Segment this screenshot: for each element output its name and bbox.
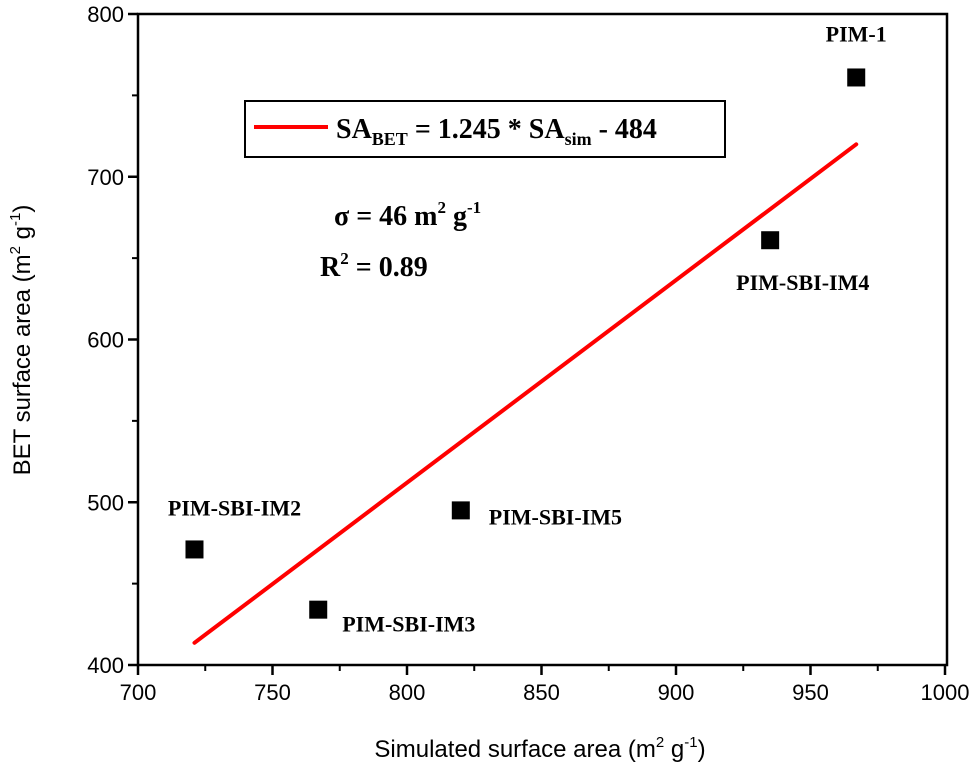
legend-label: SABET = 1.245 * SAsim - 484 [336, 114, 657, 149]
point-label: PIM-SBI-IM4 [736, 270, 869, 295]
x-tick-label: 950 [792, 680, 829, 705]
x-tick-label: 1000 [921, 680, 970, 705]
x-tick-label: 900 [658, 680, 695, 705]
y-axis-label: BET surface area (m2 g-1) [7, 205, 36, 476]
data-point [309, 600, 328, 619]
x-tick-label: 800 [389, 680, 426, 705]
x-tick-label: 750 [254, 680, 291, 705]
point-label: PIM-SBI-IM2 [168, 495, 301, 520]
x-tick-label: 700 [120, 680, 157, 705]
data-point [847, 68, 866, 87]
point-label: PIM-1 [826, 21, 887, 46]
point-label: PIM-SBI-IM3 [342, 612, 475, 637]
y-tick-label: 800 [87, 2, 124, 27]
point-label: PIM-SBI-IM5 [489, 504, 622, 529]
fit-line [192, 142, 859, 645]
legend: SABET = 1.245 * SAsim - 484 [244, 100, 726, 158]
x-axis-label: Simulated surface area (m2 g-1) [374, 734, 705, 763]
data-point [761, 231, 780, 250]
data-point [451, 501, 470, 520]
y-tick-label: 700 [87, 165, 124, 190]
y-tick-label: 400 [87, 653, 124, 678]
plot-frame [136, 12, 949, 667]
data-point [185, 540, 204, 559]
y-tick-label: 500 [87, 490, 124, 515]
y-tick-label: 600 [87, 328, 124, 353]
x-tick-label: 850 [523, 680, 560, 705]
sigma-annotation: σ = 46 m2 g-1 [334, 198, 481, 232]
r2-annotation: R2 = 0.89 [320, 249, 428, 283]
